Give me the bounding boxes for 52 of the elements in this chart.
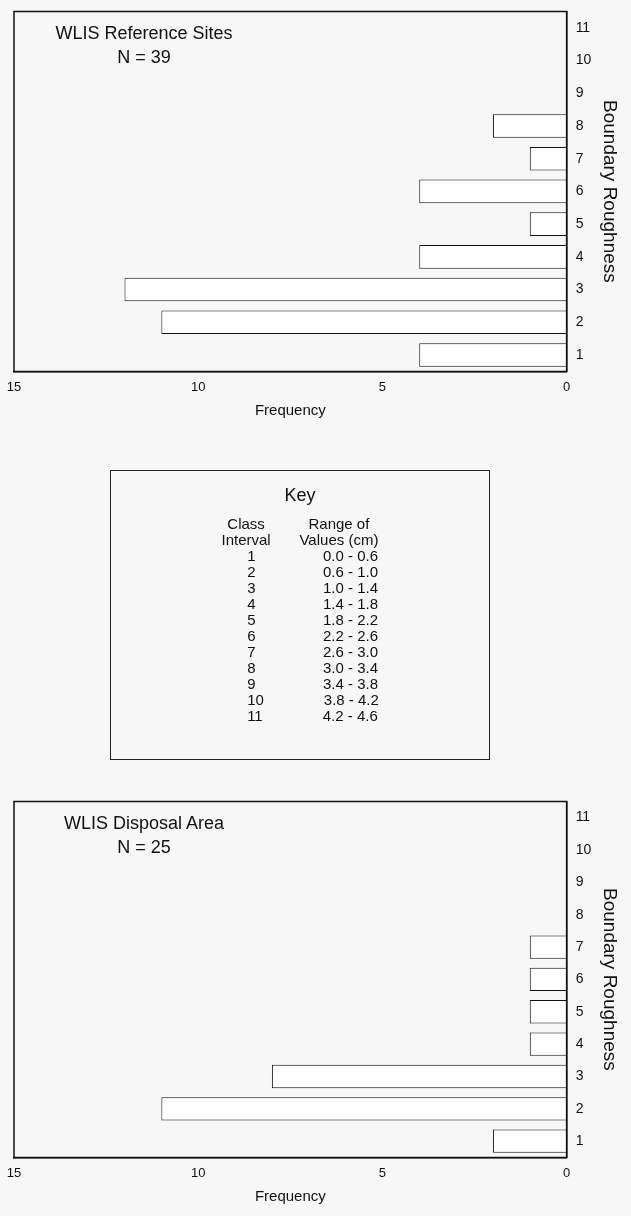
x-tick-label: 5 <box>378 378 387 394</box>
text: Class Interval <box>220 515 272 548</box>
text: N = 25 <box>117 837 171 858</box>
y-tick-label: 3 <box>575 280 584 297</box>
text: N = 39 <box>117 47 171 68</box>
text: WLIS Disposal Area <box>63 813 226 834</box>
text: 2 0.6 - 1.0 <box>246 563 380 580</box>
text: WLIS Reference Sites <box>55 23 233 44</box>
text: Range of Values (cm) <box>298 515 380 548</box>
x-tick-label: 5 <box>378 1164 387 1180</box>
x-axis-title: Frequency <box>254 401 327 419</box>
y-tick-label: 6 <box>575 182 584 199</box>
y-tick-label: 4 <box>575 247 584 264</box>
x-axis-title: Frequency <box>254 1187 327 1205</box>
text: 4 1.4 - 1.8 <box>246 595 380 612</box>
y-tick-label: 7 <box>575 149 584 166</box>
y-tick-label: 8 <box>575 116 584 133</box>
y-tick-label: 5 <box>575 1002 584 1019</box>
y-tick-label: 9 <box>575 84 584 101</box>
y-tick-label: 9 <box>575 873 584 890</box>
y-axis-title: Boundary Roughness <box>600 100 622 283</box>
x-tick-label: 15 <box>6 378 22 394</box>
y-tick-label: 6 <box>575 970 584 987</box>
y-tick-label: 7 <box>575 937 584 954</box>
text: 3 1.0 - 1.4 <box>246 579 380 596</box>
y-tick-label: 11 <box>575 18 591 35</box>
x-tick-label: 10 <box>190 1164 206 1180</box>
text: 10 3.8 - 4.2 <box>246 691 380 708</box>
text: 9 3.4 - 3.8 <box>246 675 380 692</box>
x-tick-label: 0 <box>563 1164 571 1180</box>
text: 11 4.2 - 4.6 <box>246 707 379 724</box>
text: 8 3.0 - 3.4 <box>246 659 380 676</box>
y-tick-label: 10 <box>575 51 592 68</box>
text: 7 2.6 - 3.0 <box>246 643 380 660</box>
text: 1 0.0 - 0.6 <box>246 547 380 564</box>
y-tick-label: 4 <box>575 1034 584 1051</box>
x-tick-label: 0 <box>563 378 571 394</box>
text: 5 1.8 - 2.2 <box>246 611 380 628</box>
y-tick-label: 8 <box>575 905 584 922</box>
y-tick-label: 3 <box>575 1067 584 1084</box>
y-tick-label: 11 <box>575 808 591 825</box>
y-axis-title: Boundary Roughness <box>600 888 622 1071</box>
y-tick-label: 2 <box>575 1099 584 1116</box>
y-tick-label: 1 <box>575 345 584 362</box>
text: 6 2.2 - 2.6 <box>246 627 380 644</box>
text: Key <box>283 485 317 506</box>
y-tick-label: 2 <box>575 313 584 330</box>
x-tick-label: 10 <box>190 378 206 394</box>
y-tick-label: 10 <box>575 840 592 857</box>
x-tick-label: 15 <box>6 1164 22 1180</box>
y-tick-label: 5 <box>575 214 584 231</box>
y-tick-label: 1 <box>575 1132 584 1149</box>
